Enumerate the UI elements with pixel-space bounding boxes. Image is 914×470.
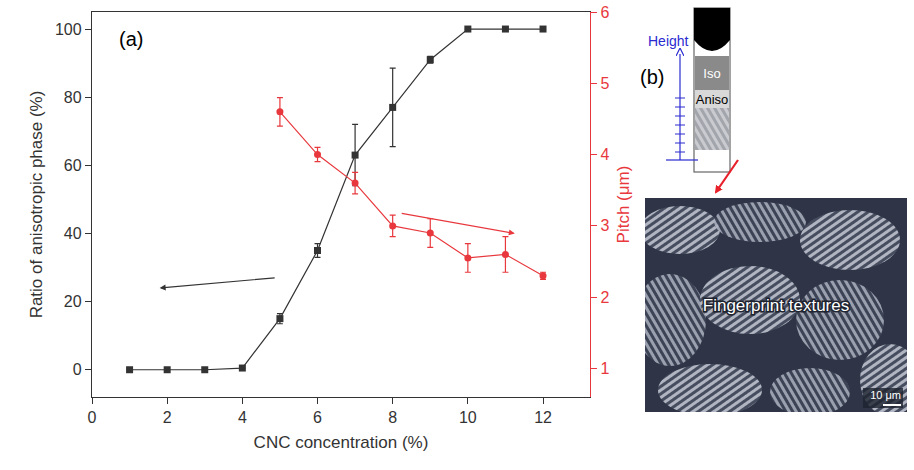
svg-text:1: 1 [600, 360, 609, 377]
svg-text:3: 3 [600, 217, 609, 234]
svg-text:8: 8 [388, 409, 397, 426]
svg-text:0: 0 [73, 361, 82, 378]
svg-text:CNC concentration (%): CNC concentration (%) [254, 433, 429, 452]
svg-text:Iso: Iso [703, 66, 720, 81]
svg-text:Fingerprint textures: Fingerprint textures [703, 296, 849, 315]
svg-text:12: 12 [534, 409, 552, 426]
svg-text:0: 0 [88, 409, 97, 426]
svg-text:100: 100 [55, 21, 82, 38]
svg-text:Ratio of anisotropic phase (%): Ratio of anisotropic phase (%) [27, 91, 46, 319]
svg-text:(b): (b) [640, 66, 664, 88]
svg-text:2: 2 [163, 409, 172, 426]
svg-text:20: 20 [64, 293, 82, 310]
svg-text:10: 10 [459, 409, 477, 426]
svg-text:40: 40 [64, 225, 82, 242]
svg-text:4: 4 [600, 146, 609, 163]
svg-text:10 μm: 10 μm [870, 389, 901, 401]
svg-text:Aniso: Aniso [696, 92, 729, 107]
svg-text:80: 80 [64, 89, 82, 106]
svg-text:6: 6 [600, 4, 609, 21]
svg-text:Pitch (μm): Pitch (μm) [614, 166, 633, 244]
svg-text:6: 6 [313, 409, 322, 426]
svg-text:4: 4 [238, 409, 247, 426]
svg-text:Height: Height [648, 33, 689, 49]
svg-text:60: 60 [64, 157, 82, 174]
svg-text:(a): (a) [119, 28, 143, 50]
svg-text:5: 5 [600, 75, 609, 92]
svg-text:2: 2 [600, 289, 609, 306]
